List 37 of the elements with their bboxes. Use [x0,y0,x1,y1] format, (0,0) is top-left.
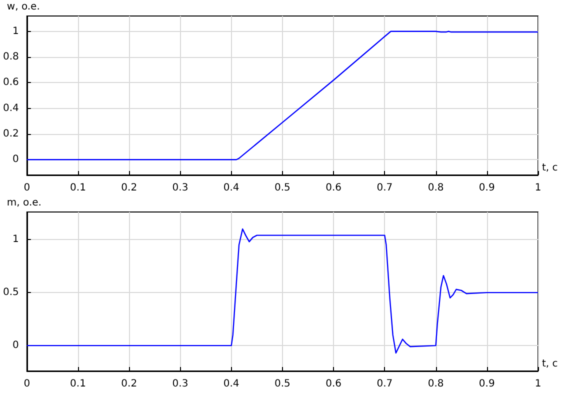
x-tick-label: 0.2 [121,182,138,194]
x-tick-label: 0.8 [428,378,444,390]
x-tick-label: 0.1 [70,378,86,390]
y-tick-label: 0.8 [2,52,19,63]
y-tick-label: 0.5 [2,287,19,298]
y-tick-label: 1 [12,234,19,246]
x-tick-label: 0 [24,378,30,390]
x-tick-label: 0.1 [70,182,86,194]
x-tick-label: 0.7 [376,378,393,390]
x-tick-label: 0.3 [172,378,188,390]
y-tick-label: 0 [12,340,19,352]
x-tick-label: 1 [534,182,542,194]
x-tick-label: 1 [534,378,542,390]
x-axis-title: t, c [542,162,558,174]
x-tick-label: 0.4 [223,378,240,390]
y-tick-label: 0 [12,154,19,166]
y-tick-label: 0.2 [2,128,19,140]
x-tick-label: 0.7 [376,182,393,194]
x-tick-label: 0.5 [274,378,290,390]
x-tick-label: 0.6 [326,378,342,390]
x-tick-label: 0.6 [326,182,342,194]
line-series [26,228,539,354]
y-axis-title: m, o.e. [6,198,42,208]
y-tick-label: 0.6 [2,77,19,88]
y-tick-label: 1 [12,26,19,37]
x-tick-label: 0.3 [172,182,188,194]
y-axis-title: w, o.e. [6,2,40,12]
x-axis-title: t, c [542,358,558,370]
x-tick-label: 0.2 [121,378,138,390]
x-tick-label: 0.9 [478,182,495,194]
line-series [26,30,539,160]
x-tick-label: 0.5 [274,182,290,194]
x-tick-label: 0.4 [223,182,240,194]
y-tick-label: 0.4 [2,102,19,114]
x-tick-label: 0 [24,182,30,194]
x-tick-label: 0.8 [428,182,444,194]
x-tick-label: 0.9 [478,378,495,390]
